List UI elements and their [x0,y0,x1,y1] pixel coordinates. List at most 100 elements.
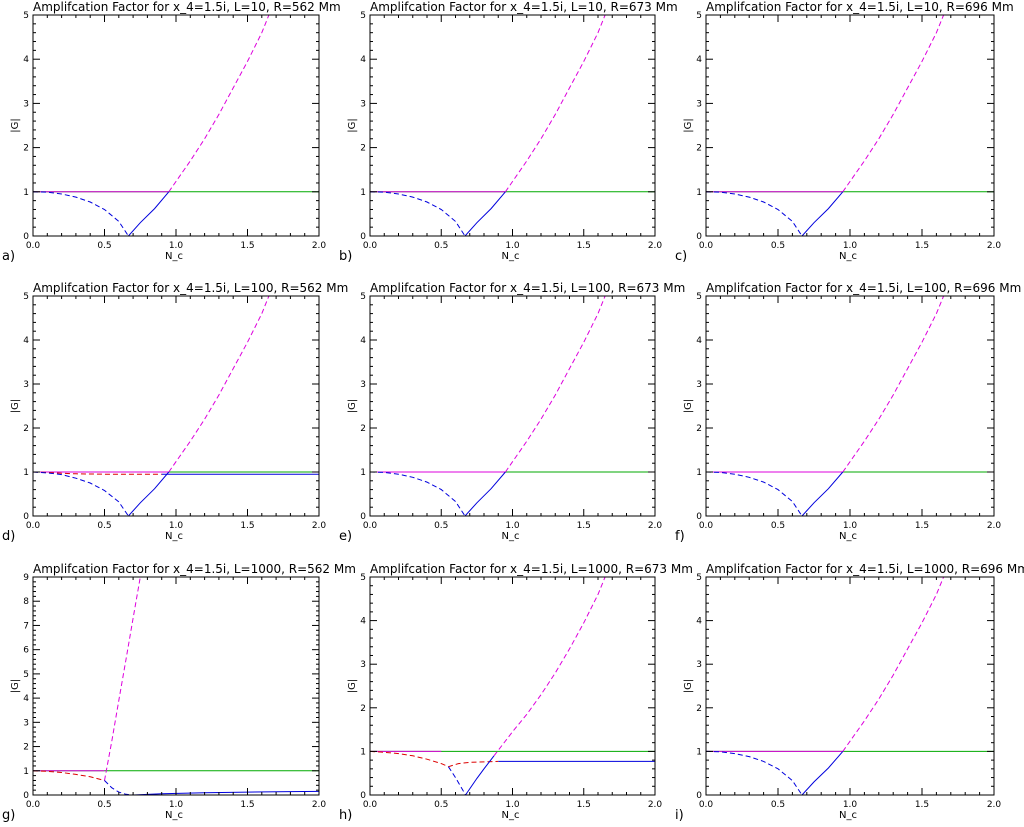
y-tick-label: 2 [360,424,366,434]
panel-letter: a) [2,249,15,264]
x-tick-label: 1.0 [169,241,184,251]
series-line [168,296,270,473]
x-axis-label: N_c [502,251,520,262]
chart-panel-e: Amplifcation Factor for x_4=1.5i, L=100,… [339,281,685,544]
y-tick-label: 0 [23,512,29,522]
x-tick-label: 2.0 [648,521,663,531]
series-line [128,191,170,236]
x-tick-label: 1.5 [915,800,929,810]
y-axis-label: |G| [10,679,21,694]
y-tick-label: 5 [696,573,702,583]
chart-title: Amplifcation Factor for x_4=1.5i, L=1000… [33,562,356,576]
series-line [842,15,945,193]
chart-panel-f: Amplifcation Factor for x_4=1.5i, L=100,… [675,281,1021,544]
chart-panel-g: Amplifcation Factor for x_4=1.5i, L=1000… [2,562,356,823]
y-tick-label: 0 [360,232,366,242]
series-line [464,191,506,236]
plot-frame [705,295,995,517]
y-tick-label: 3 [23,99,29,109]
y-tick-label: 1 [360,747,366,757]
series-line [370,750,499,768]
y-tick-label: 1 [23,767,29,777]
y-tick-label: 4 [360,617,366,627]
y-axis-label: |G| [683,118,694,133]
y-tick-label: 9 [23,573,29,583]
x-tick-label: 0.5 [97,521,111,531]
series-line [370,471,466,516]
plot-frame [369,295,656,517]
x-tick-label: 1.0 [505,521,520,531]
panel-letter: h) [339,808,352,823]
series-line [504,296,606,473]
chart-title: Amplifcation Factor for x_4=1.5i, L=1000… [706,562,1024,576]
series-line [706,471,803,516]
x-tick-label: 2.0 [312,800,327,810]
chart-panel-b: Amplifcation Factor for x_4=1.5i, L=10, … [339,0,678,264]
x-tick-label: 1.5 [577,521,591,531]
plot-frame [32,14,320,237]
plot-frame [32,576,320,796]
y-tick-label: 2 [23,743,29,753]
series-line [133,790,319,795]
x-tick-label: 1.0 [505,800,520,810]
series-line [842,577,945,752]
x-tick-label: 0.0 [699,241,714,251]
x-tick-label: 1.0 [169,800,184,810]
x-tick-label: 1.0 [843,241,858,251]
plot-frame [32,295,320,517]
x-tick-label: 1.0 [505,241,520,251]
chart-panel-c: Amplifcation Factor for x_4=1.5i, L=10, … [675,0,1014,264]
y-tick-label: 4 [696,336,702,346]
y-tick-label: 4 [696,617,702,627]
y-tick-label: 2 [360,704,366,714]
y-tick-label: 1 [696,747,702,757]
y-tick-label: 5 [360,11,366,21]
x-tick-label: 0.5 [771,800,785,810]
x-tick-label: 1.0 [843,800,858,810]
y-tick-label: 3 [696,99,702,109]
x-axis-label: N_c [165,531,183,542]
y-tick-label: 1 [696,468,702,478]
series-line [128,471,170,516]
plot-frame [369,576,656,796]
y-tick-label: 0 [360,791,366,801]
x-tick-label: 1.5 [577,800,591,810]
y-tick-label: 2 [360,144,366,154]
x-tick-label: 0.0 [363,800,378,810]
series-line [706,191,803,236]
plot-frame [369,14,656,237]
y-tick-label: 4 [360,336,366,346]
y-tick-label: 3 [360,99,366,109]
x-tick-label: 1.0 [169,521,184,531]
chart-panel-i: Amplifcation Factor for x_4=1.5i, L=1000… [675,562,1024,823]
y-tick-label: 5 [696,292,702,302]
series-line [842,296,945,473]
x-tick-label: 0.5 [771,521,785,531]
series-line [801,191,844,236]
x-tick-label: 0.0 [363,521,378,531]
x-tick-label: 2.0 [648,241,663,251]
x-axis-label: N_c [502,810,520,821]
y-tick-label: 3 [360,660,366,670]
x-axis-label: N_c [839,251,857,262]
y-tick-label: 3 [360,380,366,390]
x-tick-label: 0.0 [699,800,714,810]
y-tick-label: 2 [696,704,702,714]
y-tick-label: 5 [23,11,29,21]
chart-title: Amplifcation Factor for x_4=1.5i, L=10, … [33,0,341,14]
y-tick-label: 4 [23,55,29,65]
y-axis-label: |G| [683,399,694,414]
y-axis-label: |G| [347,679,358,694]
y-tick-label: 5 [360,292,366,302]
x-tick-label: 0.0 [26,800,41,810]
x-tick-label: 0.0 [363,241,378,251]
chart-panel-h: Amplifcation Factor for x_4=1.5i, L=1000… [339,562,693,823]
x-tick-label: 0.5 [97,800,111,810]
x-tick-label: 2.0 [987,800,1002,810]
x-tick-label: 1.5 [240,521,254,531]
y-tick-label: 5 [696,11,702,21]
series-line [504,15,606,193]
x-tick-label: 0.5 [434,521,448,531]
y-tick-label: 4 [696,55,702,65]
